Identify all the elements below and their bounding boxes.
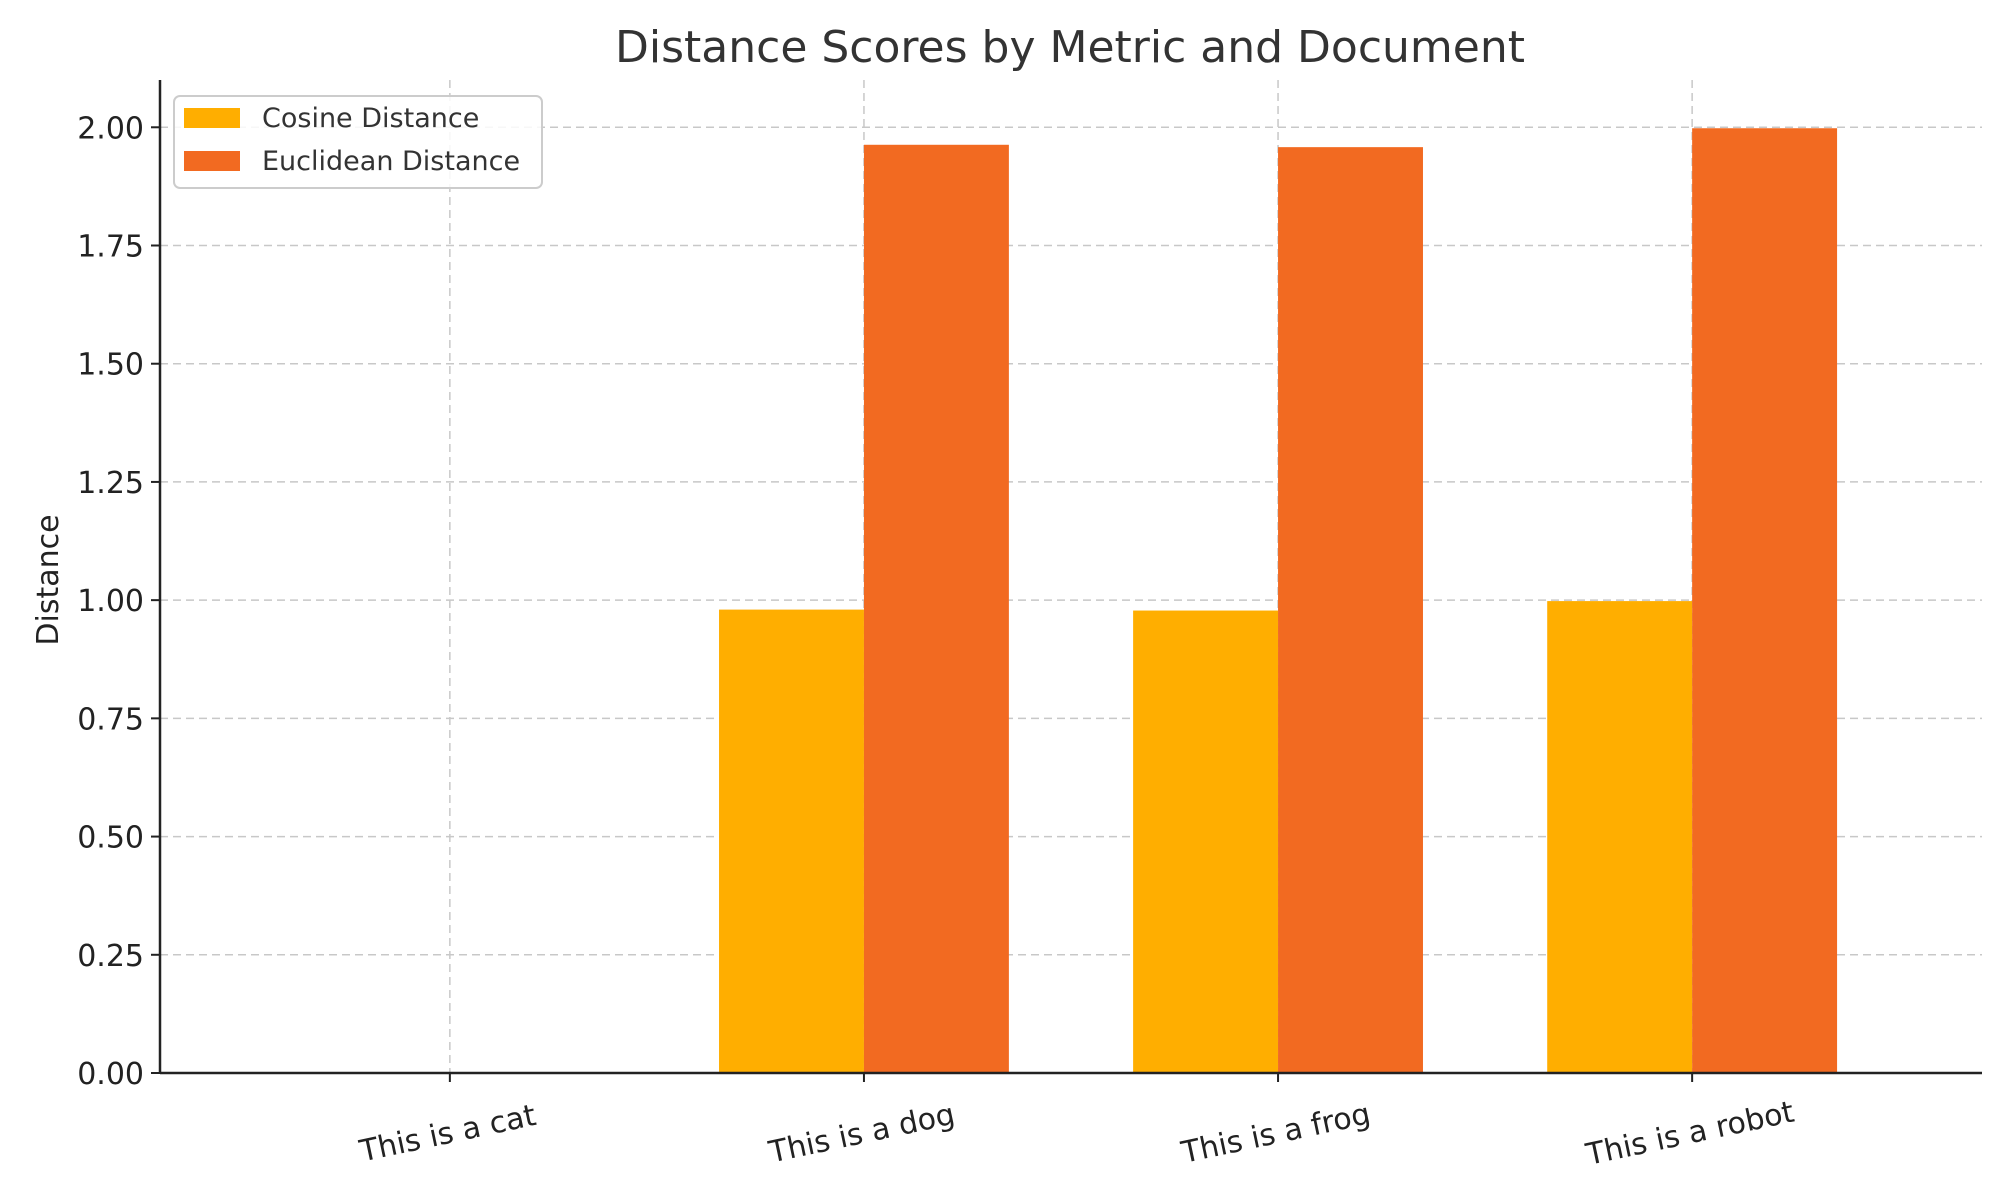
legend-label-cosine: Cosine Distance [262,103,479,134]
y-tick-label: 1.50 [77,348,144,383]
bar-euclidean-2 [1278,147,1423,1073]
y-axis-ticks: 0.00 0.25 0.50 0.75 1.00 1.25 1.50 1.75 2.00 [77,111,160,1092]
y-tick-label: 1.25 [77,466,144,501]
legend-swatch-cosine [184,108,240,128]
legend-swatch-euclidean [184,151,240,171]
y-tick-label: 0.50 [77,821,144,856]
y-tick-label: 0.75 [77,702,144,737]
y-axis-label: Distance [31,514,66,645]
y-tick-label: 0.00 [77,1057,144,1092]
legend-label-euclidean: Euclidean Distance [262,146,520,177]
x-tick-label: This is a robot [1582,1095,1797,1173]
y-tick-label: 1.75 [77,230,144,265]
x-tick-label: This is a cat [356,1098,539,1170]
bar-cosine-1 [719,609,864,1073]
bar-cosine-2 [1133,610,1279,1073]
legend-frame [173,95,543,189]
chart-title: Distance Scores by Metric and Document [615,22,1525,73]
bar-euclidean-1 [863,144,1009,1073]
y-tick-label: 2.00 [77,111,144,146]
legend: Cosine Distance Euclidean Distance [173,95,543,189]
bars [719,128,1838,1073]
y-tick-label: 0.25 [77,939,144,974]
x-tick-label: This is a frog [1178,1097,1374,1171]
x-axis-ticks: This is a cat This is a dog This is a frog… [356,1073,1797,1173]
y-tick-label: 1.00 [77,584,144,619]
bar-euclidean-3 [1692,128,1838,1073]
x-tick-label: This is a dog [765,1097,958,1171]
bar-cosine-3 [1547,601,1693,1073]
